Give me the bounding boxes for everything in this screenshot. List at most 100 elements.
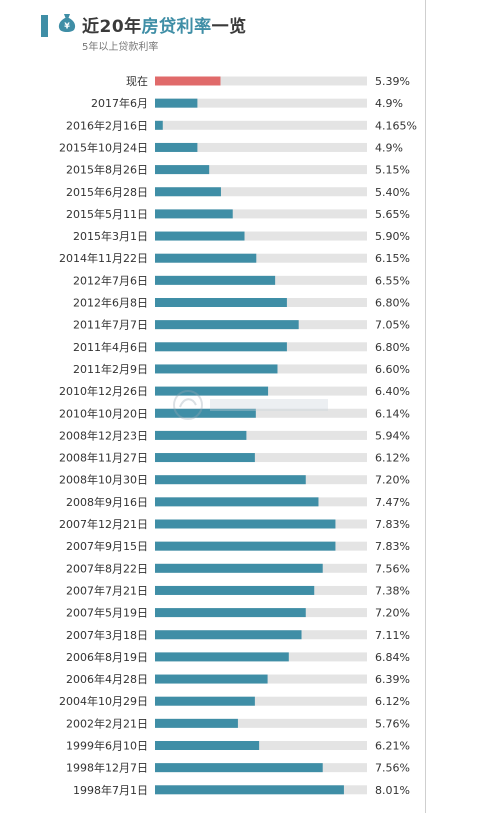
category-label: 2007年5月19日	[66, 606, 148, 620]
category-label: 2010年10月20日	[59, 406, 148, 420]
category-label: 2007年12月21日	[59, 517, 148, 531]
value-label: 7.83%	[375, 540, 410, 553]
category-label: 现在	[126, 75, 148, 88]
category-label: 2010年12月26日	[59, 384, 148, 398]
value-label: 6.40%	[375, 385, 410, 398]
bar	[155, 275, 276, 285]
value-label: 6.39%	[375, 673, 410, 686]
bar-track	[155, 98, 367, 108]
value-label: 4.9%	[375, 97, 403, 110]
bar	[155, 364, 278, 374]
bar	[155, 718, 238, 728]
bar-track	[155, 120, 367, 130]
watermark-logo	[173, 390, 328, 420]
value-label: 6.80%	[375, 341, 410, 354]
category-label: 2015年3月1日	[73, 229, 148, 243]
category-label: 2016年2月16日	[66, 118, 148, 132]
value-label: 5.15%	[375, 164, 410, 177]
category-label: 1998年7月1日	[73, 783, 148, 797]
bar	[155, 630, 302, 640]
value-label: 6.84%	[375, 651, 410, 664]
value-label: 6.21%	[375, 740, 410, 753]
category-label: 1998年12月7日	[66, 761, 148, 775]
money-bag-icon: ¥	[58, 14, 76, 32]
bar	[155, 608, 306, 618]
category-label: 2012年7月6日	[73, 273, 148, 287]
value-label: 6.55%	[375, 274, 410, 287]
bar	[155, 674, 268, 684]
category-label: 2008年10月30日	[59, 473, 148, 487]
page-subtitle: 5年以上贷款利率	[82, 42, 159, 53]
bar-track	[155, 142, 367, 152]
category-label: 2007年8月22日	[66, 561, 148, 575]
bar	[155, 386, 269, 396]
bar	[155, 408, 256, 418]
bar	[155, 342, 287, 352]
bar	[155, 231, 245, 241]
value-label: 5.39%	[375, 75, 410, 88]
bar-track	[155, 453, 367, 463]
bar	[155, 541, 336, 551]
value-label: 7.05%	[375, 319, 410, 332]
value-label: 6.12%	[375, 695, 410, 708]
value-label: 8.01%	[375, 784, 410, 797]
svg-text:¥: ¥	[64, 22, 70, 31]
bar	[155, 763, 323, 773]
value-label: 6.80%	[375, 297, 410, 310]
bar-track	[155, 231, 367, 241]
bar	[155, 98, 198, 108]
bar-track	[155, 187, 367, 197]
bar	[155, 785, 344, 795]
category-label: 2015年10月24日	[59, 140, 148, 154]
category-label: 2006年4月28日	[66, 672, 148, 686]
category-label: 2011年4月6日	[73, 340, 148, 354]
value-label: 7.38%	[375, 584, 410, 597]
category-label: 2008年11月27日	[59, 451, 148, 465]
category-label: 2015年6月28日	[66, 185, 148, 199]
bar-track	[155, 165, 367, 175]
divider-line	[425, 0, 426, 813]
bar-track	[155, 209, 367, 219]
bar	[155, 187, 221, 197]
value-label: 7.47%	[375, 496, 410, 509]
page-title: 近20年房贷利率一览	[82, 17, 247, 37]
bar	[155, 563, 323, 573]
category-label: 2012年6月8日	[73, 296, 148, 310]
category-label: 2017年6月	[91, 96, 148, 110]
category-label: 2007年7月21日	[66, 583, 148, 597]
bar	[155, 475, 306, 485]
value-label: 5.40%	[375, 186, 410, 199]
value-label: 5.65%	[375, 208, 410, 221]
bar	[155, 652, 289, 662]
bar-current	[155, 76, 221, 86]
bar	[155, 142, 198, 152]
bar-track	[155, 408, 367, 418]
bar	[155, 497, 319, 507]
value-label: 6.12%	[375, 452, 410, 465]
value-label: 4.165%	[375, 119, 417, 132]
value-label: 6.14%	[375, 407, 410, 420]
bar-track	[155, 76, 367, 86]
category-label: 2007年9月15日	[66, 539, 148, 553]
bar	[155, 165, 210, 175]
value-label: 7.56%	[375, 762, 410, 775]
bar	[155, 120, 163, 130]
bar	[155, 696, 255, 706]
category-label: 2002年2月21日	[66, 716, 148, 730]
category-label: 2015年8月26日	[66, 163, 148, 177]
bar	[155, 519, 336, 529]
bar	[155, 320, 299, 330]
category-label: 2008年12月23日	[59, 428, 148, 442]
value-label: 5.90%	[375, 230, 410, 243]
category-label: 2006年8月19日	[66, 650, 148, 664]
bar	[155, 253, 257, 263]
category-label: 2015年5月11日	[66, 207, 148, 221]
category-label: 2011年7月7日	[73, 318, 148, 332]
value-label: 4.9%	[375, 141, 403, 154]
bar-track	[155, 430, 367, 440]
bar	[155, 430, 247, 440]
category-label: 2004年10月29日	[59, 694, 148, 708]
value-label: 6.60%	[375, 363, 410, 376]
value-label: 7.11%	[375, 629, 410, 642]
